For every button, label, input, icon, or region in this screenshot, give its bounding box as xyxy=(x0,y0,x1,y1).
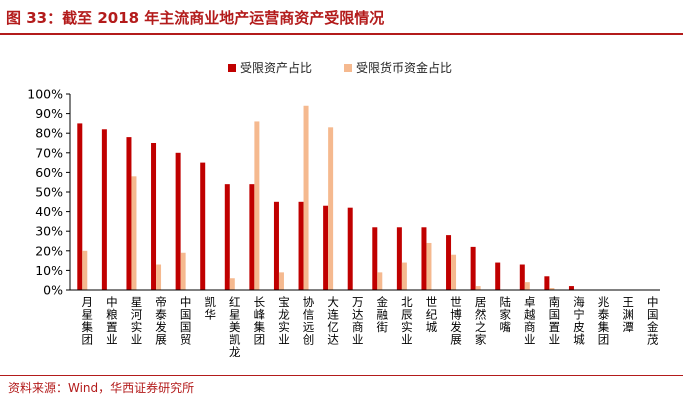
figure-title: 图 33：截至 2018 年主流商业地产运营商资产受限情况 xyxy=(6,9,385,27)
bar-restricted-cash xyxy=(377,272,383,290)
bar-restricted-cash xyxy=(82,250,88,290)
legend-label-2: 受限货币资金占比 xyxy=(356,60,452,75)
bar-restricted-assets xyxy=(273,201,279,290)
legend-label-1: 受限资产占比 xyxy=(240,60,312,75)
x-tick-label: 金融街 xyxy=(375,295,389,333)
x-tick-label: 世博发展 xyxy=(449,296,463,346)
y-tick-label: 30% xyxy=(35,224,63,239)
y-tick-label: 80% xyxy=(35,126,63,141)
bar-series xyxy=(77,105,574,291)
x-tick-label: 居然之家 xyxy=(474,296,488,346)
bar-restricted-assets xyxy=(224,184,230,290)
bar-restricted-cash xyxy=(229,278,235,290)
y-tick-label: 70% xyxy=(35,145,63,160)
x-tick-label: 宝龙实业 xyxy=(277,295,291,346)
bar-restricted-cash xyxy=(303,105,309,290)
x-tick-label: 北辰实业 xyxy=(400,296,414,346)
source-note: 资料来源：Wind，华西证券研究所 xyxy=(8,381,195,395)
x-tick-label: 海宁皮城 xyxy=(572,295,586,346)
x-tick-label: 陆家嘴 xyxy=(498,295,512,333)
bar-restricted-cash xyxy=(156,264,162,290)
bar-chart: 受限资产占比 受限货币资金占比 0% 10% 20% 30% 40% 50% 60% 70% 80… xyxy=(27,60,660,359)
bar-restricted-cash xyxy=(180,252,186,290)
y-tick-label: 20% xyxy=(35,243,63,258)
x-tick-label: 王渊潭 xyxy=(621,296,635,334)
legend-swatch-1 xyxy=(228,64,236,72)
x-tick-label: 中粮置业 xyxy=(105,296,119,346)
bar-restricted-assets xyxy=(151,143,157,290)
y-tick-label: 10% xyxy=(35,263,63,278)
bar-restricted-assets xyxy=(298,201,304,290)
bar-restricted-assets xyxy=(470,246,476,290)
bar-restricted-cash xyxy=(451,254,457,290)
x-tick-label: 凯华 xyxy=(203,296,217,321)
bar-restricted-assets xyxy=(446,235,452,290)
bar-restricted-cash xyxy=(254,121,260,290)
bar-restricted-assets xyxy=(372,227,378,290)
bar-restricted-cash xyxy=(475,286,481,290)
x-tick-label: 协信远创 xyxy=(302,295,316,346)
x-tick-label: 月星集团 xyxy=(80,296,94,346)
x-tick-label: 中国国贸 xyxy=(179,296,193,346)
footer-divider xyxy=(0,375,683,376)
bar-restricted-cash xyxy=(401,262,407,290)
bar-restricted-cash xyxy=(278,272,284,290)
bar-restricted-assets xyxy=(323,205,329,290)
x-tick-label: 红星美凯龙 xyxy=(228,296,242,359)
bar-restricted-assets xyxy=(200,162,206,290)
y-tick-label: 60% xyxy=(35,165,63,180)
x-tick-label: 长峰集团 xyxy=(252,296,266,346)
y-tick-label: 0% xyxy=(43,283,63,298)
y-tick-label: 40% xyxy=(35,204,63,219)
title-divider xyxy=(0,33,683,35)
bar-restricted-assets xyxy=(421,227,427,290)
x-tick-label: 大连亿达 xyxy=(326,295,340,346)
y-tick-label: 90% xyxy=(35,106,63,121)
bar-restricted-assets xyxy=(544,276,550,290)
y-tick-label: 50% xyxy=(35,185,63,200)
bar-restricted-cash xyxy=(549,288,555,290)
bar-restricted-assets xyxy=(347,207,353,290)
bar-restricted-cash xyxy=(328,127,334,290)
y-tick-label: 100% xyxy=(27,87,63,102)
bar-restricted-cash xyxy=(131,176,137,290)
bar-restricted-assets xyxy=(495,262,501,290)
x-tick-label: 中国金茂 xyxy=(646,296,660,346)
bar-restricted-assets xyxy=(519,264,525,290)
x-tick-label: 星河实业 xyxy=(129,296,143,346)
y-axis: 0% 10% 20% 30% 40% 50% 60% 70% 80% 90% 100% xyxy=(27,87,71,298)
chart-legend: 受限资产占比 受限货币资金占比 xyxy=(228,60,452,75)
bar-restricted-assets xyxy=(568,286,574,290)
bar-restricted-assets xyxy=(126,137,132,290)
legend-swatch-2 xyxy=(344,64,352,72)
x-axis: 月星集团 中粮置业 星河实业 帝泰发展 中国国贸 凯华 红星美凯龙 长峰集团 宝龙实业 协信远创大… xyxy=(70,289,660,359)
bar-restricted-cash xyxy=(524,282,530,290)
bar-restricted-assets xyxy=(101,129,107,290)
bar-restricted-assets xyxy=(77,123,83,291)
x-tick-label: 万达商业 xyxy=(351,296,365,346)
bar-restricted-assets xyxy=(175,152,181,290)
bar-restricted-assets xyxy=(396,227,402,290)
x-tick-label: 南国置业 xyxy=(547,295,561,346)
bar-restricted-cash xyxy=(426,242,432,290)
bar-restricted-assets xyxy=(249,184,255,290)
x-tick-label: 卓越商业 xyxy=(523,296,537,346)
x-tick-label: 兆泰集团 xyxy=(597,296,611,346)
x-tick-label: 帝泰发展 xyxy=(154,295,168,346)
x-tick-label: 世纪城 xyxy=(424,296,438,334)
